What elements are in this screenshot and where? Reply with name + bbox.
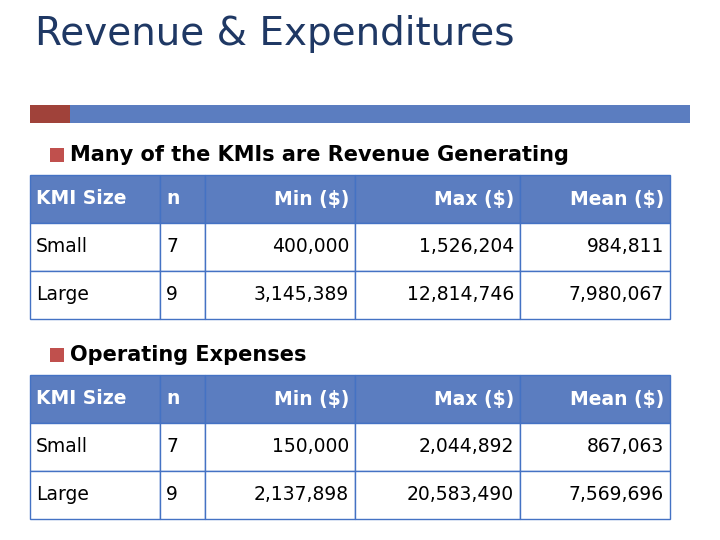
Bar [30,105,70,123]
Text: 9: 9 [166,286,178,305]
Bar [205,271,355,319]
Text: n: n [166,389,179,408]
Text: Revenue & Expenditures: Revenue & Expenditures [35,15,515,53]
Text: Mean ($): Mean ($) [570,190,664,208]
Bar [30,271,160,319]
Text: 3,145,389: 3,145,389 [253,286,349,305]
Text: 7: 7 [166,238,178,256]
Text: 2,044,892: 2,044,892 [418,437,514,456]
Bar [355,271,520,319]
Bar [30,223,160,271]
Bar [160,423,205,471]
Bar [205,175,355,223]
Text: 7,569,696: 7,569,696 [569,485,664,504]
Bar [30,175,160,223]
Text: Max ($): Max ($) [433,389,514,408]
Bar [160,271,205,319]
Bar [160,471,205,519]
Text: KMI Size: KMI Size [36,190,127,208]
Bar [520,175,670,223]
Text: 20,583,490: 20,583,490 [407,485,514,504]
Bar [355,423,520,471]
Bar [70,105,690,123]
Text: 150,000: 150,000 [271,437,349,456]
Text: Large: Large [36,286,89,305]
Bar [205,223,355,271]
Bar [30,423,160,471]
Bar [520,423,670,471]
Bar [50,348,64,362]
Text: Large: Large [36,485,89,504]
Bar [30,471,160,519]
Bar [205,471,355,519]
Text: 7: 7 [166,437,178,456]
Text: 400,000: 400,000 [271,238,349,256]
Bar [30,375,160,423]
Text: Operating Expenses: Operating Expenses [70,345,307,365]
Text: Max ($): Max ($) [433,190,514,208]
Bar [355,175,520,223]
Bar [520,271,670,319]
Text: 12,814,746: 12,814,746 [407,286,514,305]
Bar [355,223,520,271]
Text: Mean ($): Mean ($) [570,389,664,408]
Bar [520,471,670,519]
Text: KMI Size: KMI Size [36,389,127,408]
Text: 9: 9 [166,485,178,504]
Text: Min ($): Min ($) [274,389,349,408]
Bar [520,223,670,271]
Bar [355,375,520,423]
Text: 1,526,204: 1,526,204 [419,238,514,256]
Bar [205,375,355,423]
Bar [50,148,64,162]
Text: 984,811: 984,811 [587,238,664,256]
Bar [160,223,205,271]
Bar [160,375,205,423]
Text: Small: Small [36,238,88,256]
Bar [160,175,205,223]
Text: n: n [166,190,179,208]
Text: 7,980,067: 7,980,067 [569,286,664,305]
Text: 867,063: 867,063 [587,437,664,456]
Text: 2,137,898: 2,137,898 [254,485,349,504]
Bar [205,423,355,471]
Text: Small: Small [36,437,88,456]
Bar [355,471,520,519]
Text: Many of the KMIs are Revenue Generating: Many of the KMIs are Revenue Generating [70,145,569,165]
Bar [520,375,670,423]
Text: Min ($): Min ($) [274,190,349,208]
